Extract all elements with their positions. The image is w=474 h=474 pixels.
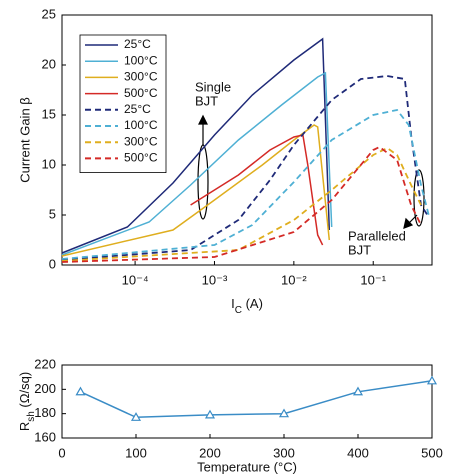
y-tick-label: 180	[34, 405, 56, 420]
marker	[130, 412, 142, 421]
y-tick-label: 200	[34, 381, 56, 396]
marker	[204, 409, 216, 419]
y-axis-label-main: R	[17, 422, 32, 431]
ellipse	[413, 169, 425, 227]
annotation: BJT	[348, 242, 371, 257]
x-tick-label: 300	[273, 445, 295, 460]
annotation: BJT	[195, 93, 218, 108]
legend-label: 500°C	[124, 86, 158, 100]
marker	[352, 386, 364, 396]
series-line	[61, 109, 430, 260]
y-axis-label: Current Gain β	[17, 97, 32, 183]
x-tick-label: 400	[347, 445, 369, 460]
marker	[426, 375, 438, 385]
x-tick-label: 10⁻³	[202, 272, 228, 287]
y-tick-label: 10	[42, 156, 56, 171]
arrow-head	[403, 217, 414, 229]
series-line	[61, 71, 333, 256]
series-line	[61, 37, 331, 254]
y-tick-label: 5	[49, 206, 56, 221]
annotation: Single	[195, 79, 231, 94]
y-tick-label: 0	[49, 256, 56, 271]
x-axis-label-sub: C	[235, 305, 242, 316]
x-tick-label: 10⁻⁴	[122, 272, 149, 287]
y-axis-label-sub: sh	[26, 411, 37, 422]
x-tick-label: 500	[421, 445, 443, 460]
legend-box	[79, 34, 167, 174]
x-axis-label: IC (A)	[231, 296, 263, 316]
legend-label: 25°C	[124, 37, 151, 51]
plot-frame	[61, 14, 433, 266]
x-tick-label: 10⁻²	[281, 272, 307, 287]
series-line	[61, 146, 422, 262]
x-axis-label-rest: (A)	[242, 296, 263, 311]
y-tick-label: 20	[42, 56, 56, 71]
marker	[278, 408, 290, 418]
series-line	[61, 145, 422, 263]
x-tick-label: 200	[199, 445, 221, 460]
legend-label: 100°C	[124, 53, 158, 67]
annotation-shapes	[197, 114, 425, 229]
x-axis-label: Temperature (°C)	[197, 459, 297, 474]
series-line	[61, 124, 331, 257]
annotation: Paralleled	[348, 228, 406, 243]
y-axis-label: Rsh (Ω/sq)	[17, 372, 37, 431]
legend-label: 100°C	[124, 118, 158, 132]
series-line	[190, 134, 324, 246]
marker	[75, 386, 86, 396]
x-tick-label: 100	[125, 445, 147, 460]
arrow-head	[198, 114, 208, 125]
legend-label: 300°C	[124, 70, 158, 84]
x-axis-label-main: I	[231, 296, 235, 311]
y-tick-label: 15	[42, 106, 56, 121]
x-tick-label: 10⁻¹	[360, 272, 386, 287]
series-line	[61, 75, 430, 261]
y-tick-label: 220	[34, 356, 56, 371]
y-tick-label: 25	[42, 6, 56, 21]
plot-frame	[61, 364, 433, 439]
series-line	[80, 380, 433, 419]
y-tick-label: 160	[34, 429, 56, 444]
legend-label: 300°C	[124, 134, 158, 148]
y-axis-label-rest: (Ω/sq)	[17, 372, 32, 411]
legend-label: 25°C	[124, 102, 151, 116]
x-tick-label: 0	[58, 445, 65, 460]
legend-label: 500°C	[124, 151, 158, 165]
